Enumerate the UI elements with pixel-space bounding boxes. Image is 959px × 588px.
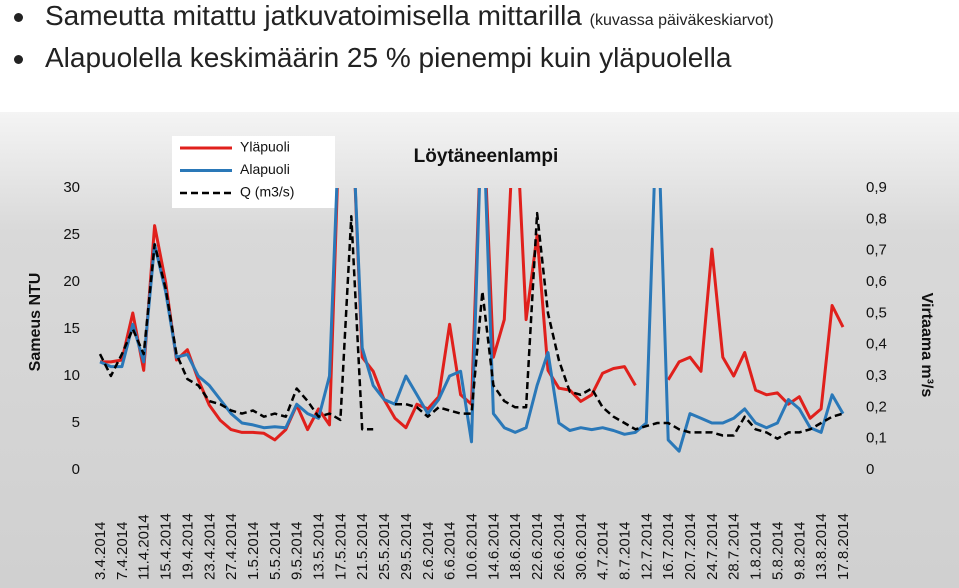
y2-tick-label: 0: [866, 461, 874, 478]
x-tick-label: 19.4.2014: [179, 513, 196, 580]
y-tick-label: 10: [63, 367, 80, 384]
chart-title: Löytäneenlampi: [414, 146, 559, 167]
bullet: Sameutta mitattu jatkuvatoimisella mitta…: [14, 0, 774, 32]
x-tick-label: 5.8.2014: [769, 522, 786, 580]
x-tick-label: 2.6.2014: [420, 522, 437, 580]
y-tick-label: 20: [63, 273, 80, 290]
x-tick-label: 18.6.2014: [507, 513, 524, 580]
x-tick-label: 11.4.2014: [136, 514, 153, 580]
legend-label: Alapuoli: [240, 161, 290, 177]
x-tick-label: 13.8.2014: [813, 513, 830, 580]
x-tick-label: 16.7.2014: [660, 513, 677, 580]
bullet-note: (kuvassa päiväkeskiarvot): [589, 12, 774, 29]
y2-tick-label: 0,2: [866, 398, 887, 415]
y-tick-label: 25: [63, 226, 80, 243]
x-tick-label: 30.6.2014: [573, 513, 590, 580]
x-tick-label: 7.4.2014: [114, 522, 131, 580]
y2-tick-label: 0,9: [866, 179, 887, 196]
x-tick-label: 10.6.2014: [464, 513, 481, 580]
bullet-text: Alapuolella keskimäärin 25 % pienempi ku…: [45, 42, 732, 73]
x-tick-label: 3.4.2014: [92, 522, 109, 580]
x-tick-label: 17.8.2014: [835, 513, 852, 580]
x-tick-label: 5.5.2014: [267, 522, 284, 580]
x-tick-label: 22.6.2014: [529, 513, 546, 580]
x-tick-label: 29.5.2014: [398, 513, 415, 580]
y-tick-label: 30: [63, 179, 80, 196]
bullet: Alapuolella keskimäärin 25 % pienempi ku…: [14, 42, 731, 74]
series-line: [99, 188, 845, 453]
x-tick-label: 17.5.2014: [332, 513, 349, 580]
y2-tick-label: 0,7: [866, 242, 887, 259]
x-tick-label: 21.5.2014: [354, 513, 371, 580]
x-tick-label: 6.6.2014: [442, 522, 459, 580]
x-tick-label: 8.7.2014: [616, 522, 633, 580]
x-tick-label: 15.4.2014: [158, 513, 175, 580]
x-tick-label: 4.7.2014: [595, 522, 612, 580]
x-tick-label: 14.6.2014: [485, 513, 502, 580]
series-line: [98, 211, 844, 440]
y2-tick-label: 0,1: [866, 430, 887, 447]
y2-tick-label: 0,3: [866, 367, 887, 384]
y-tick-label: 0: [72, 461, 80, 478]
x-tick-label: 13.5.2014: [311, 513, 328, 580]
x-tick-label: 25.5.2014: [376, 513, 393, 580]
y2-tick-label: 0,8: [866, 210, 887, 227]
x-tick-label: 20.7.2014: [682, 513, 699, 580]
x-tick-label: 9.8.2014: [791, 522, 808, 580]
y-tick-label: 5: [72, 414, 80, 431]
y2-tick-label: 0,5: [866, 304, 887, 321]
x-tick-label: 24.7.2014: [704, 513, 721, 580]
x-tick-label: 28.7.2014: [726, 513, 743, 580]
y2-tick-label: 0,6: [866, 273, 887, 290]
x-tick-label: 27.4.2014: [223, 513, 240, 580]
x-tick-label: 23.4.2014: [201, 513, 218, 580]
x-tick-label: 1.8.2014: [748, 522, 765, 580]
bullet-text: Sameutta mitattu jatkuvatoimisella mitta…: [45, 0, 582, 31]
legend-label: Yläpuoli: [240, 139, 290, 155]
y2-axis-title: Virtaama m³/s: [918, 293, 935, 398]
x-tick-label: 1.5.2014: [245, 522, 262, 580]
plot-area: [98, 188, 845, 453]
x-tick-label: 26.6.2014: [551, 513, 568, 580]
legend-label: Q (m3/s): [240, 184, 294, 200]
x-tick-label: 12.7.2014: [638, 513, 655, 580]
y-tick-label: 15: [63, 320, 80, 337]
x-tick-label: 9.5.2014: [289, 522, 306, 580]
y2-tick-label: 0,4: [866, 336, 887, 353]
y-axis-title: Sameus NTU: [27, 273, 44, 372]
